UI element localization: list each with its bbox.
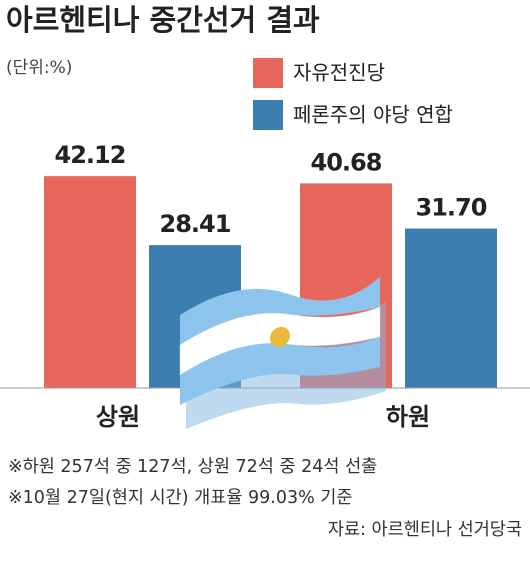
bar: [405, 228, 497, 388]
legend-label: 페론주의 야당 연합: [293, 103, 453, 127]
legend-label: 자유전진당: [293, 61, 385, 85]
chart-title: 아르헨티나 중간선거 결과: [6, 3, 320, 37]
source: 자료: 아르헨티나 선거당국: [328, 520, 522, 540]
flag-illustration: [179, 276, 386, 430]
legend-swatch: [253, 58, 283, 88]
value-label: 31.70: [416, 194, 487, 222]
footnote: ※10월 27일(현지 시간) 개표율 99.03% 기준: [8, 488, 353, 508]
unit-label: (단위:%): [6, 58, 72, 78]
x-tick-label: 하원: [386, 403, 430, 431]
legend-swatch: [253, 100, 283, 130]
footnote: ※하원 257석 중 127석, 상원 72석 중 24석 선출: [8, 457, 377, 477]
value-label: 28.41: [160, 210, 231, 238]
value-label: 40.68: [311, 148, 382, 176]
x-tick-label: 상원: [96, 403, 140, 431]
value-label: 42.12: [55, 141, 126, 169]
bar: [44, 176, 136, 388]
